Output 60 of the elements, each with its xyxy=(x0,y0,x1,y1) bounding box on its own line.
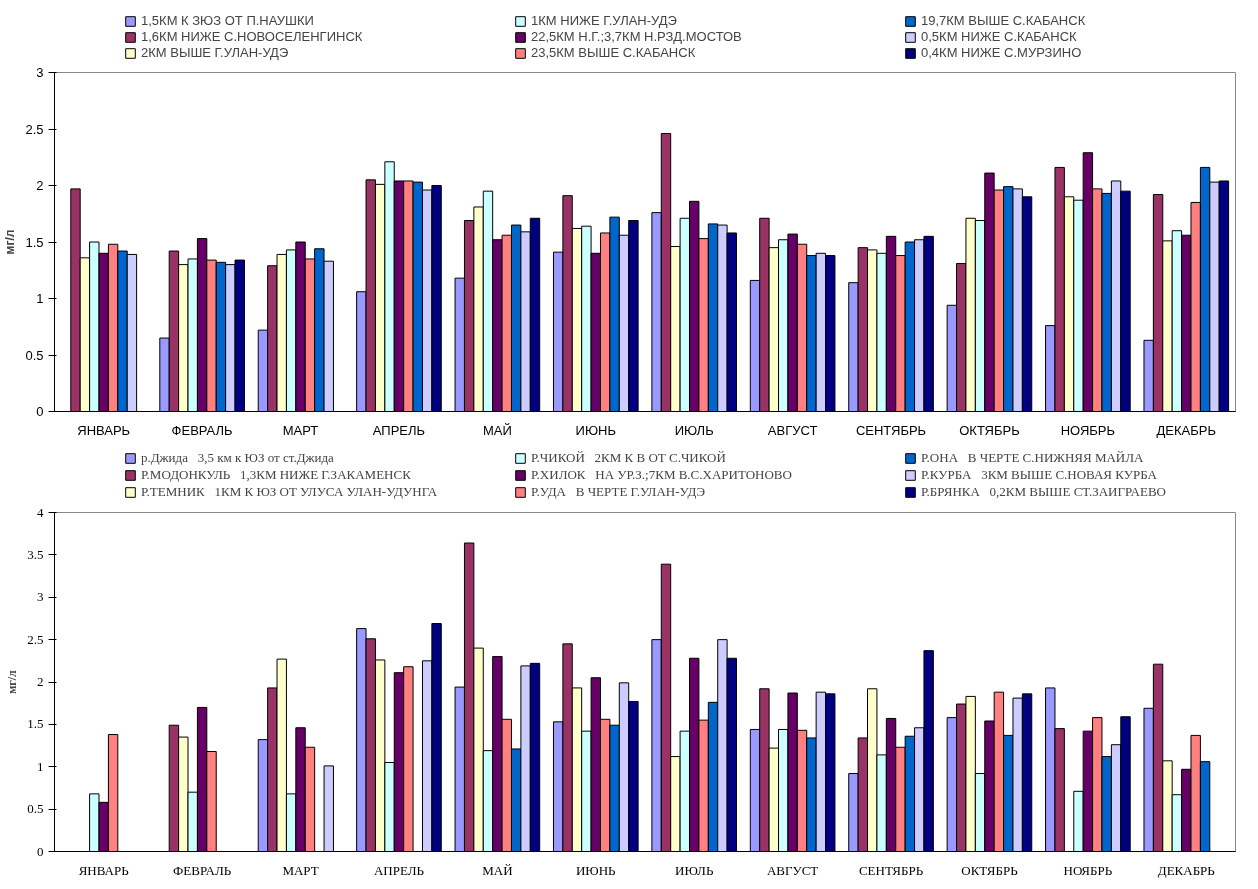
x-tick-label: ИЮНЬ xyxy=(575,862,617,878)
x-tick-label: МАРТ xyxy=(282,422,319,438)
x-tick-label: ОКТЯБРЬ xyxy=(961,862,1019,878)
y-tick-label: 4 xyxy=(37,504,44,520)
legend-label: 2КМ ВЫШЕ Г.УЛАН-УДЭ xyxy=(141,45,289,60)
x-tick-label: ДЕКАБРЬ xyxy=(1156,422,1217,438)
y-tick-label: 3 xyxy=(37,589,44,605)
y-axis-title: мг/л xyxy=(5,669,20,694)
y-tick-label: 3.5 xyxy=(27,546,44,562)
x-tick-label: ФЕВРАЛЬ xyxy=(171,422,233,438)
x-tick-label: ЯНВАРЬ xyxy=(77,422,131,438)
legend-label: 1,6КМ НИЖЕ С.НОВОСЕЛЕНГИНСК xyxy=(141,29,363,44)
y-tick-label: 2.5 xyxy=(27,631,44,647)
x-tick-label: СЕНТЯБРЬ xyxy=(858,862,924,878)
x-tick-label: АПРЕЛЬ xyxy=(372,422,426,438)
y-tick-label: 0.5 xyxy=(27,801,44,817)
legend-label: Р.БРЯНКА 0,2КМ ВЫШЕ СТ.ЗАИГРАЕВО xyxy=(921,484,1166,500)
x-tick-label: НОЯБРЬ xyxy=(1060,422,1116,438)
y-tick-label: 1.5 xyxy=(25,234,44,250)
legend-label: 22,5КМ Н.Г.;3,7КМ Н.РЗД.МОСТОВ xyxy=(531,29,742,44)
y-tick-label: 2 xyxy=(37,674,44,689)
y-tick-label: 1 xyxy=(37,758,44,774)
x-tick-label: ЯНВАРЬ xyxy=(78,862,130,878)
x-tick-label: МАЙ xyxy=(482,862,513,878)
y-tick-label: 1 xyxy=(36,291,44,306)
x-tick-label: МАЙ xyxy=(482,422,512,438)
x-tick-label: ИЮЛЬ xyxy=(675,862,714,878)
x-tick-label: ИЮНЬ xyxy=(575,422,616,438)
legend-label: 19,7КМ ВЫШЕ С.КАБАНСК xyxy=(921,13,1086,28)
y-tick-label: 2 xyxy=(36,178,44,193)
x-tick-label: АВГУСТ xyxy=(766,862,819,878)
y-axis-title: мг/л xyxy=(3,229,18,255)
x-tick-label: АПРЕЛЬ xyxy=(373,862,425,878)
legend-label: 0,5КМ НИЖЕ С.КАБАНСК xyxy=(921,29,1077,44)
x-tick-label: АВГУСТ xyxy=(767,422,818,438)
legend-label: Р.ТЕМНИК 1КМ К ЮЗ ОТ УЛУСА УЛАН-УДУНГА xyxy=(141,484,438,500)
y-tick-label: 3 xyxy=(36,65,44,80)
legend-label: Р.КУРБА 3КМ ВЫШЕ С.НОВАЯ КУРБА xyxy=(921,467,1157,483)
y-tick-label: 1.5 xyxy=(27,716,44,732)
x-tick-label: ИЮЛЬ xyxy=(674,422,714,438)
y-tick-label: 0 xyxy=(37,843,44,859)
legend-label: 1КМ НИЖЕ Г.УЛАН-УДЭ xyxy=(531,13,677,28)
x-tick-label: ОКТЯБРЬ xyxy=(959,422,1020,438)
legend-label: 1,5КМ К ЗЮЗ ОТ П.НАУШКИ xyxy=(141,13,314,28)
y-tick-label: 0 xyxy=(36,404,44,419)
legend-label: Р.ЧИКОЙ 2КМ К В ОТ С.ЧИКОЙ xyxy=(531,450,726,466)
x-tick-label: ФЕВРАЛЬ xyxy=(173,862,232,878)
legend-label: 23,5КМ ВЫШЕ С.КАБАНСК xyxy=(531,45,696,60)
x-tick-label: СЕНТЯБРЬ xyxy=(855,422,927,438)
y-tick-label: 2.5 xyxy=(25,121,44,137)
x-tick-label: НОЯБРЬ xyxy=(1063,862,1113,878)
legend-label: Р.ХИЛОК НА УР.З.;7КМ В.С.ХАРИТОНОВО xyxy=(531,467,792,483)
y-tick-label: 0.5 xyxy=(25,347,44,363)
legend-label: р.Джида 3,5 км к ЮЗ от ст.Джида xyxy=(141,450,334,466)
legend-label: 0,4КМ НИЖЕ С.МУРЗИНО xyxy=(921,45,1082,60)
legend-label: Р.ОНА В ЧЕРТЕ С.НИЖНЯЯ МАЙЛА xyxy=(921,450,1144,466)
x-tick-label: ДЕКАБРЬ xyxy=(1157,862,1216,878)
legend-label: Р.МОДОНКУЛЬ 1,3КМ НИЖЕ Г.ЗАКАМЕНСК xyxy=(141,467,411,483)
x-tick-label: МАРТ xyxy=(282,862,319,878)
legend-label: Р.УДА В ЧЕРТЕ Г.УЛАН-УДЭ xyxy=(531,484,706,500)
